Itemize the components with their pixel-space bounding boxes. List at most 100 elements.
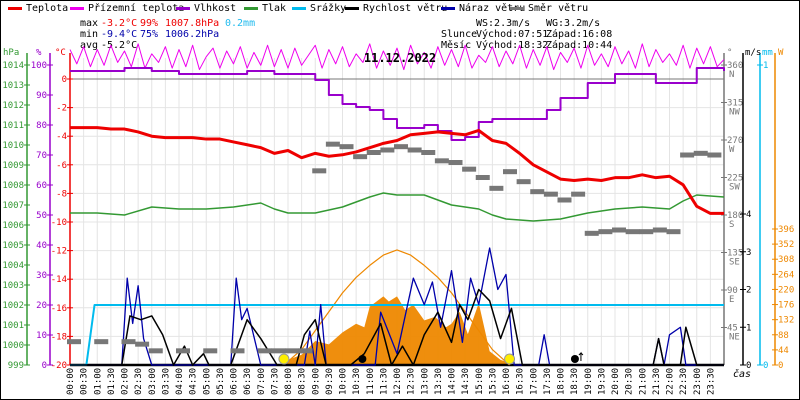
wind-direction-point bbox=[639, 229, 654, 235]
x-tick-label: 21:00 bbox=[638, 368, 648, 395]
hpa-axis-tick-label: 1011 bbox=[2, 121, 24, 131]
x-tick-label: 21:30 bbox=[652, 368, 662, 395]
wind-direction-point bbox=[353, 154, 368, 160]
wind-direction-point bbox=[271, 348, 286, 354]
x-tick-label: 09:00 bbox=[311, 368, 321, 395]
axis-unit-label: ° bbox=[727, 48, 732, 58]
axis-unit-label: hPa bbox=[3, 48, 19, 58]
x-tick-label: 16:30 bbox=[516, 368, 526, 395]
wind-direction-point bbox=[612, 227, 626, 233]
hpa-axis-tick-label: 1010 bbox=[2, 141, 24, 151]
x-tick-label: 15:30 bbox=[488, 368, 498, 395]
axis-unit-label: W bbox=[778, 48, 784, 58]
series-lines bbox=[67, 43, 725, 366]
x-tick-label: 00:30 bbox=[80, 368, 90, 395]
hpa-axis-tick-label: 1007 bbox=[2, 201, 24, 211]
hpa-axis-tick-label: 1003 bbox=[2, 281, 24, 291]
legend-item: Přízemní teplota bbox=[70, 3, 184, 14]
x-tick-label: 02:00 bbox=[121, 368, 131, 395]
legend-swatch bbox=[441, 6, 455, 10]
wind-direction-point bbox=[530, 189, 545, 195]
x-tick-label: 17:00 bbox=[529, 368, 539, 395]
wind-direction-point bbox=[176, 348, 190, 354]
wind-axis-tick-label: 4 bbox=[746, 210, 751, 220]
wind-direction-point bbox=[571, 191, 586, 197]
x-tick-label: 23:30 bbox=[706, 368, 716, 395]
dir-axis-compass-label: NW bbox=[729, 108, 740, 118]
moonset-icon bbox=[358, 355, 367, 363]
moon-rise: Východ:18:32 bbox=[476, 40, 549, 51]
x-tick-label: 19:00 bbox=[584, 368, 594, 395]
x-tick-label: 08:30 bbox=[298, 368, 308, 395]
pct-axis-tick-label: 50 bbox=[36, 211, 47, 221]
wind-direction-point bbox=[325, 141, 340, 147]
wind-direction-point bbox=[394, 144, 408, 150]
x-tick-label: 20:30 bbox=[625, 368, 635, 395]
legend-item: Směr větru bbox=[510, 3, 588, 14]
hpa-axis-tick-label: 1009 bbox=[2, 161, 24, 171]
wind-direction-point bbox=[257, 348, 272, 354]
wind-direction-point bbox=[121, 339, 136, 345]
x-tick-label: 03:30 bbox=[161, 368, 171, 395]
wind-direction-point bbox=[203, 348, 218, 354]
x-tick-label: 02:30 bbox=[134, 368, 144, 395]
x-tick-label: 22:30 bbox=[679, 368, 689, 395]
dir-axis-tick-label: 360 bbox=[727, 61, 743, 71]
x-tick-label: 06:30 bbox=[243, 368, 253, 395]
x-tick-label: 06:00 bbox=[230, 368, 240, 395]
hpa-axis-tick-label: 999 bbox=[8, 361, 24, 371]
wind-direction-point bbox=[598, 229, 613, 235]
stat-min-label: min bbox=[80, 29, 99, 40]
axis-unit-label: mm bbox=[762, 48, 773, 58]
pct-axis-tick-label: 20 bbox=[36, 301, 47, 311]
dir-axis-compass-label: SE bbox=[729, 258, 740, 268]
theoretical-radiation-line bbox=[283, 249, 510, 366]
dir-axis-compass-label: N bbox=[729, 70, 734, 80]
solar-axis-tick-label: 220 bbox=[778, 285, 794, 295]
wind-axis-tick-label: 0 bbox=[746, 361, 751, 371]
temp-axis-tick-label: -16 bbox=[51, 304, 67, 314]
x-tick-label: 22:00 bbox=[666, 368, 676, 395]
wind-direction-point bbox=[489, 185, 504, 191]
x-tick-label: 05:30 bbox=[216, 368, 226, 395]
legend-item: Vlhkost bbox=[176, 3, 236, 14]
wind-direction-point bbox=[625, 229, 640, 235]
legend-label: Srážky bbox=[310, 3, 347, 14]
wind-direction-point bbox=[366, 150, 381, 155]
wind-direction-point bbox=[503, 169, 517, 175]
legend-item: Rychlost větru bbox=[345, 3, 447, 14]
wind-direction-point bbox=[298, 348, 313, 354]
dir-axis-compass-label: E bbox=[729, 295, 734, 305]
temp-axis-tick-label: -20 bbox=[51, 361, 67, 371]
pct-axis-tick-label: 80 bbox=[36, 121, 47, 131]
hpa-axis-tick-label: 1012 bbox=[2, 101, 24, 111]
sun-rise: Východ:07:51 bbox=[476, 29, 549, 40]
x-tick-label: 03:00 bbox=[148, 368, 158, 395]
hpa-axis-tick-label: 1005 bbox=[2, 241, 24, 251]
hpa-axis-tick-label: 1014 bbox=[2, 61, 24, 71]
stat-avg-temp: -5.2°C bbox=[101, 40, 138, 51]
temp-axis-tick-label: -6 bbox=[56, 161, 67, 171]
solar-axis-tick-label: 308 bbox=[778, 255, 794, 265]
wind-direction-point bbox=[516, 179, 531, 185]
temp-axis-tick-label: -8 bbox=[56, 189, 67, 199]
axis-unit-label: °C bbox=[55, 48, 66, 58]
wind-direction-point bbox=[475, 175, 490, 180]
wind-direction-point bbox=[285, 348, 299, 354]
wind-direction-point bbox=[652, 227, 667, 233]
x-tick-label: 23:00 bbox=[693, 368, 703, 395]
wind-direction-point bbox=[230, 348, 245, 354]
dir-axis-tick-label: 135 bbox=[727, 249, 743, 259]
x-tick-label: 20:00 bbox=[611, 368, 621, 395]
legend-label: Vlhkost bbox=[194, 3, 237, 14]
temp-axis-tick-label: -14 bbox=[51, 275, 67, 285]
dir-axis-tick-label: 315 bbox=[727, 99, 743, 109]
pct-axis-tick-label: 0 bbox=[42, 361, 47, 371]
wind-direction-point bbox=[407, 147, 422, 153]
hpa-axis-tick-label: 1000 bbox=[2, 341, 24, 351]
temp-axis-tick-label: -2 bbox=[56, 104, 67, 114]
hpa-axis-tick-label: 1006 bbox=[2, 221, 24, 231]
x-tick-label: 16:00 bbox=[502, 368, 512, 395]
sunset-icon bbox=[504, 353, 516, 365]
